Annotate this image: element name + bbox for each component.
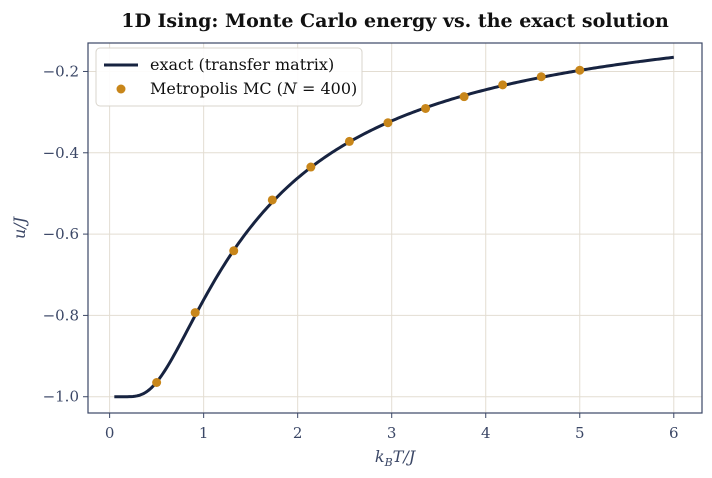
mc-point [536, 72, 546, 82]
x-tick-label: 5 [575, 424, 585, 442]
legend-label-exact: exact (transfer matrix) [150, 55, 334, 74]
x-tick-label: 4 [481, 424, 491, 442]
x-tick-label: 3 [387, 424, 397, 442]
legend-marker-swatch [116, 84, 126, 94]
y-tick-label: −0.2 [43, 62, 79, 80]
x-axis-label: kBT/J [375, 447, 417, 469]
mc-point [421, 103, 431, 113]
x-axis-ticks: 0 1 2 3 4 5 6 [105, 413, 679, 442]
x-tick-label: 2 [293, 424, 303, 442]
x-tick-label: 0 [105, 424, 115, 442]
y-tick-label: −0.6 [43, 225, 79, 243]
mc-point [575, 65, 585, 75]
x-tick-label: 6 [669, 424, 679, 442]
mc-point [344, 136, 354, 146]
mc-point [267, 195, 277, 205]
legend: exact (transfer matrix) Metropolis MC (N… [95, 47, 363, 107]
y-axis-label: u/J [10, 215, 29, 239]
y-tick-label: −0.4 [43, 144, 79, 162]
mc-point [306, 162, 316, 172]
mc-point [459, 92, 469, 102]
mc-point [498, 80, 508, 90]
mc-points-layer [152, 65, 585, 388]
y-tick-label: −0.8 [43, 306, 79, 324]
exact-curve [114, 55, 674, 399]
plot-frame [87, 42, 703, 414]
chart-title: 1D Ising: Monte Carlo energy vs. the exa… [121, 10, 669, 32]
legend-box [95, 47, 363, 107]
mc-point [229, 246, 239, 256]
y-tick-label: −1.0 [43, 388, 79, 406]
exact-line-layer [114, 55, 674, 399]
mc-point [383, 118, 393, 128]
mc-point [152, 378, 162, 388]
mc-point [190, 308, 200, 318]
x-tick-label: 1 [199, 424, 209, 442]
y-axis-ticks: −1.0 −0.8 −0.6 −0.4 −0.2 [43, 62, 88, 406]
legend-label-mc: Metropolis MC (N = 400) [150, 79, 357, 98]
